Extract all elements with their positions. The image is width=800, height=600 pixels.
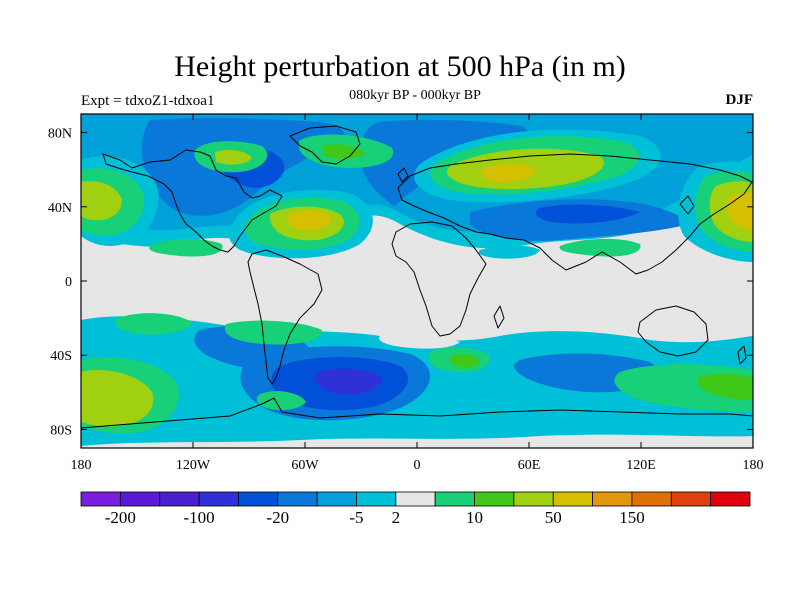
colorbar-swatch bbox=[552, 491, 593, 507]
south-atlantic-low bbox=[240, 346, 431, 421]
south-pacific-high bbox=[81, 356, 179, 434]
eurasia-coast bbox=[397, 153, 753, 275]
colorbar-swatch bbox=[159, 491, 200, 507]
coastlines bbox=[81, 125, 753, 429]
uk-coast bbox=[397, 167, 409, 183]
new-zealand-coast bbox=[737, 345, 747, 365]
colorbar-swatch bbox=[592, 491, 633, 507]
y-axis: 80N 40N 0 40S 80S bbox=[48, 127, 753, 438]
colorbar-label: 10 bbox=[466, 508, 483, 527]
colorbar-label: -200 bbox=[105, 508, 136, 527]
y-tick-label: 0 bbox=[65, 275, 72, 290]
subtropical-green-patches bbox=[149, 238, 641, 259]
japan-coast bbox=[679, 195, 695, 215]
period-label: 080kyr BP - 000kyr BP bbox=[349, 88, 481, 103]
colorbar-label: 150 bbox=[619, 508, 645, 527]
x-tick-label: 180 bbox=[71, 458, 92, 473]
colorbar-swatch bbox=[238, 491, 279, 507]
north-america-coast bbox=[102, 149, 283, 253]
antarctica-coast bbox=[81, 397, 753, 429]
colorbar-swatch bbox=[277, 491, 318, 507]
colorbar-swatch bbox=[710, 491, 751, 507]
y-tick-label: 40N bbox=[48, 201, 72, 216]
colorbar-label: 2 bbox=[392, 508, 401, 527]
y-tick-label: 80N bbox=[48, 127, 72, 142]
colorbar-swatch bbox=[316, 491, 357, 507]
colorbar-swatch bbox=[670, 491, 712, 507]
canadian-high bbox=[194, 141, 268, 173]
colorbar-label: -20 bbox=[266, 508, 289, 527]
chart-title: Height perturbation at 500 hPa (in m) bbox=[174, 50, 626, 83]
colorbar-label: -100 bbox=[183, 508, 214, 527]
south-america-coast bbox=[247, 249, 323, 385]
colorbar-swatch bbox=[631, 491, 672, 507]
southern-green-patches bbox=[115, 313, 753, 412]
experiment-label: Expt = tdxoZ1-tdxoa1 bbox=[81, 93, 215, 109]
y-tick-label: 40S bbox=[50, 349, 72, 364]
eurasian-high bbox=[414, 129, 661, 203]
x-tick-label: 120W bbox=[176, 458, 211, 473]
season-label: DJF bbox=[725, 92, 754, 108]
colorbar-swatch bbox=[395, 491, 436, 507]
y-tick-label: 80S bbox=[50, 423, 72, 438]
north-pacific-high bbox=[81, 156, 753, 262]
x-tick-label: 0 bbox=[414, 458, 421, 473]
north-atlantic-high bbox=[228, 189, 373, 259]
colorbar-label: 50 bbox=[545, 508, 562, 527]
colorbar-swatch bbox=[198, 491, 239, 507]
colorbar-label: -5 bbox=[349, 508, 363, 527]
colorbar: -200 -100 -20 -5 2 10 50 150 bbox=[80, 491, 751, 527]
colorbar-swatch bbox=[80, 491, 121, 507]
x-axis: 180 120W 60W 0 60E 120E 180 bbox=[71, 114, 764, 473]
x-tick-label: 120E bbox=[626, 458, 656, 473]
x-tick-label: 60W bbox=[291, 458, 319, 473]
australia-coast bbox=[637, 305, 709, 357]
colorbar-swatch bbox=[119, 491, 161, 507]
colorbar-swatch bbox=[513, 491, 554, 507]
map-field bbox=[81, 114, 753, 448]
greenland-coast bbox=[289, 125, 361, 165]
madagascar-coast bbox=[493, 305, 505, 329]
x-tick-label: 60E bbox=[518, 458, 541, 473]
colorbar-swatch bbox=[356, 491, 397, 507]
greenland-high bbox=[298, 134, 394, 168]
africa-coast bbox=[391, 221, 487, 337]
x-tick-label: 180 bbox=[743, 458, 764, 473]
colorbar-swatch bbox=[474, 491, 515, 507]
colorbar-swatch bbox=[434, 491, 475, 507]
